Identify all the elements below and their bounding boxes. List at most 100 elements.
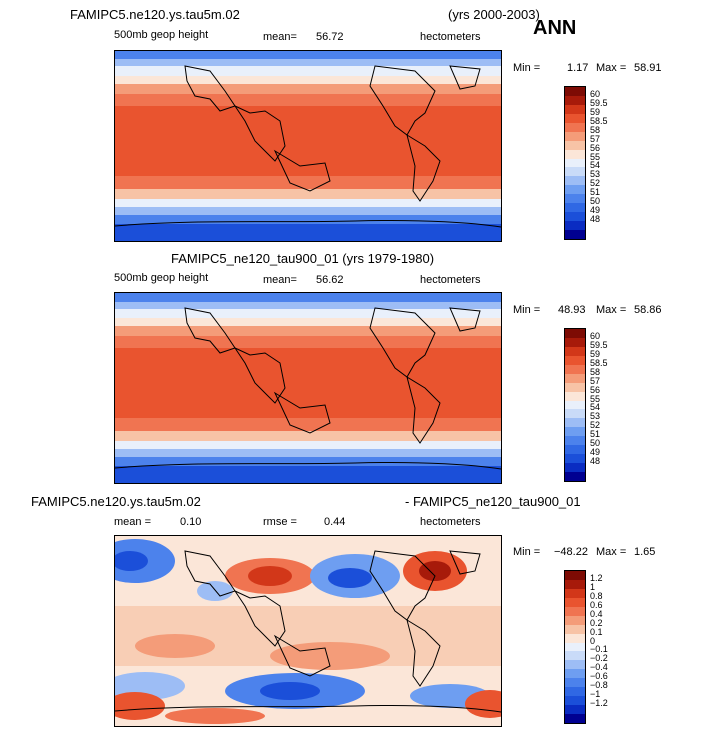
colorbar-swatch bbox=[565, 104, 585, 114]
colorbar-level-label: −0.6 bbox=[590, 671, 608, 682]
panel3-min-value: −48.22 bbox=[554, 546, 588, 558]
colorbar-level-label: 1 bbox=[590, 581, 596, 592]
panel2-max-label: Max = bbox=[596, 304, 627, 316]
panel2-mean-value: 56.62 bbox=[316, 274, 344, 286]
colorbar-level-label: 0.2 bbox=[590, 617, 603, 628]
panel2-max-value: 58.86 bbox=[634, 304, 662, 316]
colorbar-level-label: 0.6 bbox=[590, 599, 603, 610]
colorbar-level-label: 0.8 bbox=[590, 590, 603, 601]
colorbar-swatch bbox=[565, 212, 585, 222]
colorbar-swatch bbox=[565, 436, 585, 446]
colorbar-swatch bbox=[565, 391, 585, 401]
colorbar-level-label: 60 bbox=[590, 88, 601, 99]
panel3-max-label: Max = bbox=[596, 546, 627, 558]
colorbar-level-label: 1.2 bbox=[590, 572, 603, 583]
panel1-title: FAMIPC5.ne120.ys.tau5m.02 bbox=[70, 7, 240, 22]
colorbar-level-label: 48 bbox=[590, 456, 601, 467]
colorbar-swatch bbox=[565, 696, 585, 706]
colorbar-swatch bbox=[565, 87, 585, 96]
colorbar-level-label: 59 bbox=[590, 348, 601, 359]
colorbar-swatch bbox=[565, 221, 585, 230]
panel1-max-label: Max = bbox=[596, 62, 627, 74]
colorbar-level-label: 51 bbox=[590, 187, 601, 198]
colorbar-swatch bbox=[565, 176, 585, 186]
colorbar-level-label: 56 bbox=[590, 384, 601, 395]
colorbar-swatch bbox=[565, 122, 585, 132]
panel3-title-left: FAMIPC5.ne120.ys.tau5m.02 bbox=[31, 494, 201, 509]
colorbar-level-label: 50 bbox=[590, 438, 601, 449]
colorbar-level-label: 55 bbox=[590, 151, 601, 162]
panel3-mean-value: 0.10 bbox=[180, 516, 202, 528]
colorbar-level-label: 49 bbox=[590, 205, 601, 216]
colorbar-swatch bbox=[565, 597, 585, 607]
colorbar-swatch bbox=[565, 400, 585, 410]
panel2-units: hectometers bbox=[420, 274, 481, 286]
panel1-max-value: 58.91 bbox=[634, 62, 662, 74]
colorbar-swatch bbox=[565, 167, 585, 177]
panel3-map bbox=[114, 535, 502, 727]
panel2-field bbox=[115, 293, 501, 483]
panel1-colorbar bbox=[564, 86, 586, 240]
colorbar-level-label: 54 bbox=[590, 402, 601, 413]
colorbar-swatch bbox=[565, 588, 585, 598]
colorbar-level-label: 59 bbox=[590, 106, 601, 117]
panel2-variable: 500mb geop height bbox=[114, 272, 209, 284]
colorbar-swatch bbox=[565, 687, 585, 697]
panel2-mean-label: mean= bbox=[263, 274, 297, 286]
colorbar-swatch bbox=[565, 364, 585, 374]
colorbar-swatch bbox=[565, 149, 585, 159]
colorbar-swatch bbox=[565, 373, 585, 383]
panel1-map bbox=[114, 50, 502, 242]
colorbar-level-label: 58 bbox=[590, 366, 601, 377]
colorbar-swatch bbox=[565, 355, 585, 365]
colorbar-swatch bbox=[565, 660, 585, 670]
panel3-units: hectometers bbox=[420, 516, 481, 528]
panel3-mean-label: mean = bbox=[114, 516, 151, 528]
colorbar-swatch bbox=[565, 669, 585, 679]
colorbar-level-label: 56 bbox=[590, 142, 601, 153]
colorbar-level-label: 52 bbox=[590, 420, 601, 431]
colorbar-swatch bbox=[565, 624, 585, 634]
colorbar-swatch bbox=[565, 185, 585, 195]
panel1-mean-value: 56.72 bbox=[316, 31, 344, 43]
colorbar-level-label: 54 bbox=[590, 160, 601, 171]
colorbar-swatch bbox=[565, 409, 585, 419]
colorbar-swatch bbox=[565, 678, 585, 688]
colorbar-level-label: 53 bbox=[590, 411, 601, 422]
panel3-colorbar bbox=[564, 570, 586, 724]
colorbar-swatch bbox=[565, 445, 585, 455]
colorbar-swatch bbox=[565, 463, 585, 472]
colorbar-swatch bbox=[565, 633, 585, 643]
panel3-rmse-value: 0.44 bbox=[324, 516, 346, 528]
colorbar-level-label: 57 bbox=[590, 133, 601, 144]
colorbar-level-label: 60 bbox=[590, 330, 601, 341]
colorbar-level-label: 53 bbox=[590, 169, 601, 180]
colorbar-swatch bbox=[565, 427, 585, 437]
colorbar-level-label: 51 bbox=[590, 429, 601, 440]
colorbar-swatch bbox=[565, 571, 585, 580]
panel2-min-value: 48.93 bbox=[558, 304, 586, 316]
panel3-min-label: Min = bbox=[513, 546, 541, 558]
colorbar-level-label: 57 bbox=[590, 375, 601, 386]
colorbar-level-label: 59.5 bbox=[590, 339, 608, 350]
colorbar-swatch bbox=[565, 158, 585, 168]
panel1-field bbox=[115, 51, 501, 241]
colorbar-swatch bbox=[565, 714, 585, 723]
colorbar-swatch bbox=[565, 579, 585, 589]
colorbar-swatch bbox=[565, 346, 585, 356]
colorbar-swatch bbox=[565, 337, 585, 347]
colorbar-swatch bbox=[565, 418, 585, 428]
panel2-map bbox=[114, 292, 502, 484]
panel1-units: hectometers bbox=[420, 31, 481, 43]
colorbar-level-label: 52 bbox=[590, 178, 601, 189]
panel1-years: (yrs 2000-2003) bbox=[448, 7, 540, 22]
colorbar-level-label: −0.4 bbox=[590, 662, 608, 673]
colorbar-swatch bbox=[565, 615, 585, 625]
colorbar-swatch bbox=[565, 705, 585, 714]
colorbar-swatch bbox=[565, 203, 585, 213]
colorbar-swatch bbox=[565, 230, 585, 239]
colorbar-swatch bbox=[565, 454, 585, 464]
colorbar-level-label: −1 bbox=[590, 689, 601, 700]
colorbar-level-label: 58.5 bbox=[590, 115, 608, 126]
colorbar-level-label: 55 bbox=[590, 393, 601, 404]
